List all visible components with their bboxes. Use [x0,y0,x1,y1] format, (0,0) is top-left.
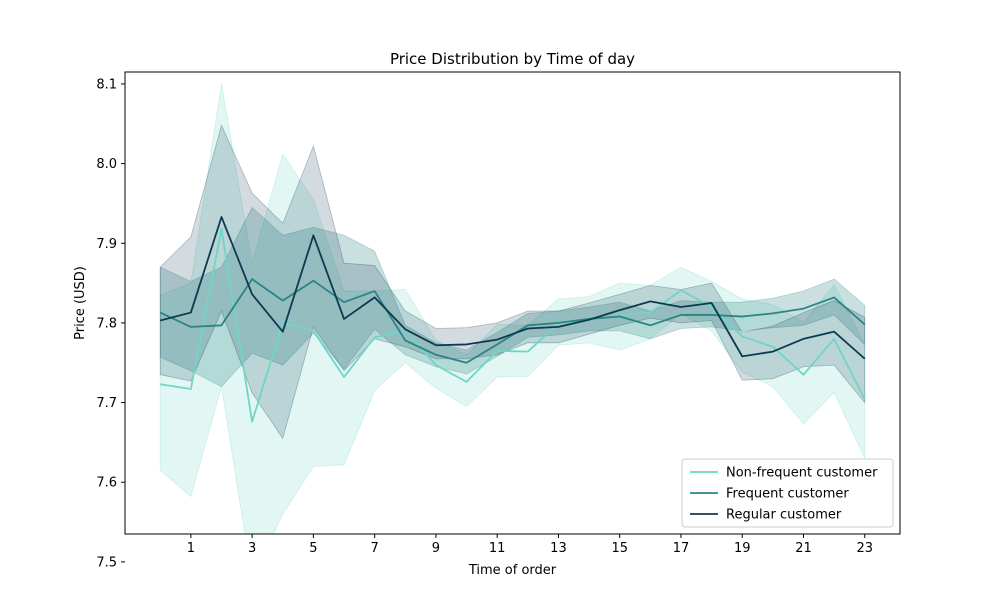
x-tick-label: 13 [550,541,567,556]
chart-title: Price Distribution by Time of day [390,50,635,68]
series-line-3 [160,216,866,360]
legend-box [681,458,894,528]
confidence-bands [159,83,866,534]
confidence-band-series-2 [159,206,866,388]
legend-label: Non-frequent customer [726,466,878,481]
y-tick-label: 7.5 [96,555,117,570]
y-tick-label: 8.0 [96,157,117,172]
y-tick-label: 7.9 [96,237,117,252]
x-tick-label: 1 [187,541,195,556]
y-tick-label: 7.6 [96,476,117,491]
series-lines [159,216,866,423]
x-tick-label: 17 [673,541,690,556]
legend-label: Regular customer [726,508,842,523]
x-tick-label: 23 [856,541,873,556]
legend: Non-frequent customer Frequent customer Re… [681,458,894,528]
x-tick-label: 3 [248,541,256,556]
legend-label: Frequent customer [726,487,849,502]
x-axis: 1 3 5 7 9 11 13 15 17 19 21 23 [187,534,873,556]
y-tick-label: 8.1 [96,77,117,92]
x-tick-label: 9 [432,541,440,556]
x-tick-label: 19 [734,541,751,556]
x-tick-label: 5 [309,541,317,556]
series-line-1 [160,228,866,423]
y-axis-title: Price (USD) [73,266,88,340]
x-tick-label: 7 [371,541,379,556]
x-tick-label: 15 [611,541,628,556]
x-tick-label: 21 [795,541,812,556]
x-axis-title: Time of order [468,563,557,578]
y-tick-label: 7.8 [96,316,117,331]
y-tick-label: 7.7 [96,396,117,411]
plot-area-frame [124,71,901,535]
confidence-band-series-1 [159,83,866,534]
x-tick-label: 11 [489,541,506,556]
y-axis: 7.5 7.6 7.7 7.8 7.9 8.0 8.1 [96,77,125,570]
confidence-band-series-3 [159,124,866,440]
